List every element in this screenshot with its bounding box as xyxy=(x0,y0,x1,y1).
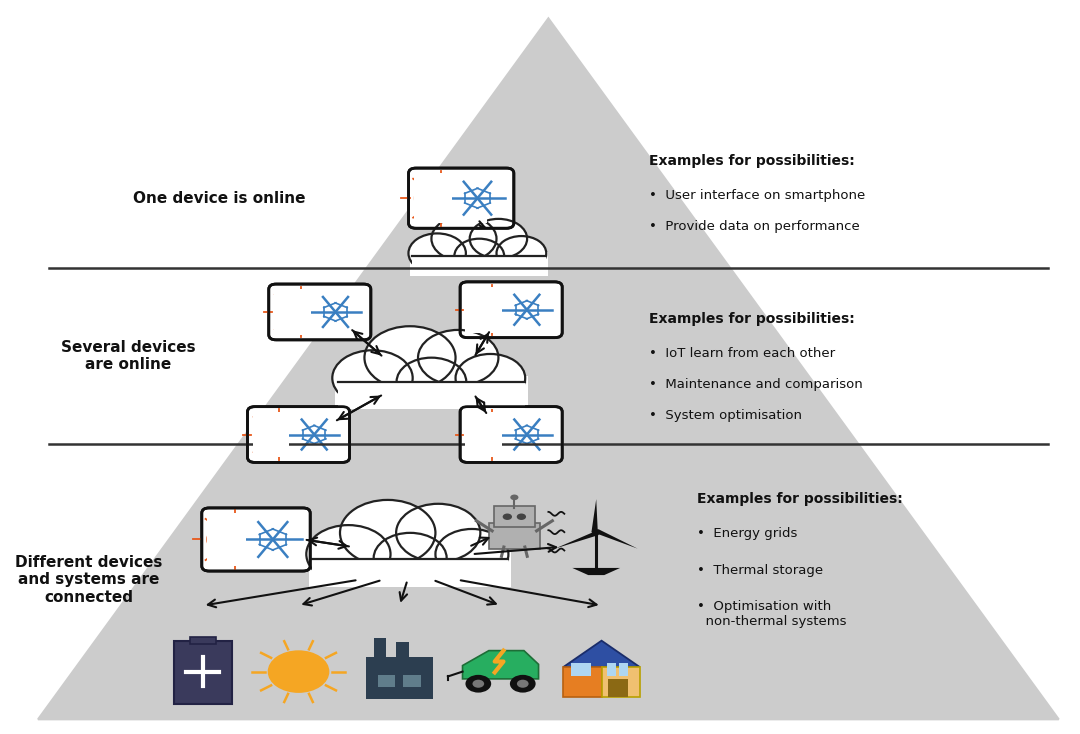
Circle shape xyxy=(470,219,527,258)
Circle shape xyxy=(206,520,265,559)
Bar xyxy=(374,638,386,657)
Bar xyxy=(442,173,486,223)
FancyBboxPatch shape xyxy=(460,282,563,338)
Bar xyxy=(414,173,451,223)
Text: •  Maintenance and comparison: • Maintenance and comparison xyxy=(649,378,863,391)
Bar xyxy=(207,513,246,566)
Bar xyxy=(235,513,282,566)
Bar xyxy=(312,558,509,587)
Bar xyxy=(410,252,549,276)
FancyBboxPatch shape xyxy=(489,523,540,549)
Bar xyxy=(492,412,536,457)
Polygon shape xyxy=(555,531,598,549)
Circle shape xyxy=(465,675,491,693)
Text: •  Optimisation with
  non-thermal systems: • Optimisation with non-thermal systems xyxy=(698,600,847,628)
Circle shape xyxy=(435,529,509,579)
Text: •  Thermal storage: • Thermal storage xyxy=(698,564,823,577)
FancyBboxPatch shape xyxy=(174,642,231,704)
Text: •  Provide data on performance: • Provide data on performance xyxy=(649,220,860,233)
Text: Examples for possibilities:: Examples for possibilities: xyxy=(698,492,903,506)
Bar xyxy=(280,412,323,457)
FancyBboxPatch shape xyxy=(202,508,310,571)
Bar xyxy=(619,664,627,676)
Bar xyxy=(396,642,409,657)
Polygon shape xyxy=(38,18,1058,719)
Circle shape xyxy=(364,326,456,389)
Circle shape xyxy=(431,217,497,261)
Text: •  Energy grids: • Energy grids xyxy=(698,527,798,540)
Circle shape xyxy=(456,354,525,402)
Circle shape xyxy=(333,350,413,406)
Polygon shape xyxy=(564,641,639,667)
FancyBboxPatch shape xyxy=(269,284,370,340)
Circle shape xyxy=(467,417,517,452)
Polygon shape xyxy=(366,657,433,669)
Bar xyxy=(413,256,546,276)
Circle shape xyxy=(497,236,546,270)
Polygon shape xyxy=(595,529,637,549)
FancyBboxPatch shape xyxy=(494,506,535,527)
Circle shape xyxy=(510,675,536,693)
Circle shape xyxy=(516,514,526,520)
Circle shape xyxy=(396,357,467,406)
Circle shape xyxy=(414,179,469,217)
Polygon shape xyxy=(592,499,598,532)
FancyBboxPatch shape xyxy=(408,168,514,228)
Circle shape xyxy=(472,680,484,688)
Circle shape xyxy=(455,239,504,273)
Bar xyxy=(403,675,420,686)
Circle shape xyxy=(268,650,329,693)
Text: Examples for possibilities:: Examples for possibilities: xyxy=(649,312,855,326)
Bar xyxy=(564,667,602,697)
Circle shape xyxy=(396,504,481,562)
Bar xyxy=(366,669,433,700)
Circle shape xyxy=(510,495,518,500)
Circle shape xyxy=(467,292,517,327)
Bar xyxy=(274,289,311,335)
Bar xyxy=(253,412,289,457)
Text: Several devices
are online: Several devices are online xyxy=(62,340,195,372)
Bar xyxy=(378,675,395,686)
Bar xyxy=(571,664,591,676)
Bar xyxy=(492,287,536,333)
Circle shape xyxy=(592,529,600,535)
Text: Different devices
and systems are
connected: Different devices and systems are connec… xyxy=(15,555,163,605)
Text: •  IoT learn from each other: • IoT learn from each other xyxy=(649,347,836,360)
FancyBboxPatch shape xyxy=(247,407,350,462)
Circle shape xyxy=(502,514,512,520)
Bar xyxy=(465,412,502,457)
Circle shape xyxy=(307,525,391,584)
Text: Examples for possibilities:: Examples for possibilities: xyxy=(649,154,855,168)
Circle shape xyxy=(418,330,498,385)
Text: •  System optimisation: • System optimisation xyxy=(649,409,802,422)
Circle shape xyxy=(340,500,435,566)
Text: One device is online: One device is online xyxy=(133,191,305,206)
Circle shape xyxy=(408,233,465,273)
Polygon shape xyxy=(572,568,620,575)
Bar xyxy=(608,680,627,697)
FancyBboxPatch shape xyxy=(460,407,563,462)
Bar xyxy=(607,664,616,676)
Bar xyxy=(309,552,511,587)
FancyBboxPatch shape xyxy=(190,637,216,644)
Circle shape xyxy=(517,680,528,688)
Bar xyxy=(465,287,502,333)
Bar xyxy=(300,289,345,335)
Circle shape xyxy=(374,533,447,584)
Bar xyxy=(335,376,528,410)
Circle shape xyxy=(254,417,305,452)
Polygon shape xyxy=(462,650,539,679)
Circle shape xyxy=(275,294,326,330)
Bar xyxy=(602,667,639,697)
Text: •  User interface on smartphone: • User interface on smartphone xyxy=(649,189,866,203)
Bar xyxy=(338,382,525,410)
